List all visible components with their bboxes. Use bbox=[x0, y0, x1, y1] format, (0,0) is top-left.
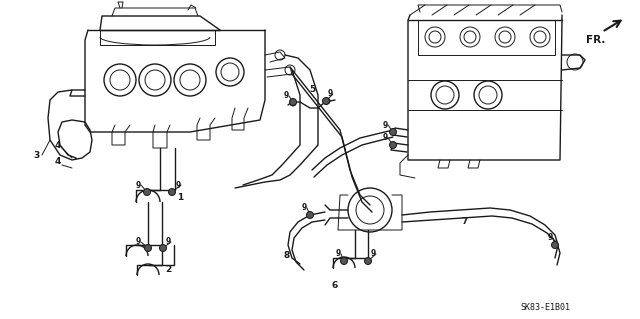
Text: 8: 8 bbox=[284, 250, 290, 259]
Text: 9: 9 bbox=[284, 92, 289, 100]
Text: 6: 6 bbox=[332, 280, 338, 290]
Circle shape bbox=[307, 211, 314, 219]
Circle shape bbox=[168, 189, 175, 196]
Text: 4: 4 bbox=[55, 158, 61, 167]
Circle shape bbox=[289, 99, 296, 106]
Text: 7: 7 bbox=[462, 218, 468, 226]
Text: 1: 1 bbox=[177, 194, 183, 203]
Text: 2: 2 bbox=[165, 265, 171, 275]
Circle shape bbox=[290, 100, 296, 106]
Text: 9: 9 bbox=[301, 204, 307, 212]
Text: 5: 5 bbox=[309, 85, 315, 94]
Circle shape bbox=[324, 98, 330, 104]
Text: 9: 9 bbox=[382, 121, 388, 130]
Circle shape bbox=[323, 98, 330, 105]
Text: SK83-E1B01: SK83-E1B01 bbox=[520, 303, 570, 313]
Circle shape bbox=[390, 142, 397, 149]
Text: 9: 9 bbox=[165, 238, 171, 247]
Text: 9: 9 bbox=[371, 249, 376, 258]
Circle shape bbox=[143, 189, 150, 196]
Circle shape bbox=[340, 257, 348, 264]
Text: 4: 4 bbox=[55, 140, 61, 150]
Circle shape bbox=[552, 241, 559, 249]
Text: 9: 9 bbox=[136, 238, 141, 247]
Text: 9: 9 bbox=[382, 133, 388, 143]
Text: 9: 9 bbox=[328, 90, 333, 99]
Text: 9: 9 bbox=[547, 234, 552, 242]
Circle shape bbox=[145, 244, 152, 251]
Text: 9: 9 bbox=[335, 249, 340, 258]
Text: FR.: FR. bbox=[586, 35, 605, 45]
Circle shape bbox=[159, 244, 166, 251]
Text: 9: 9 bbox=[136, 181, 141, 189]
Circle shape bbox=[365, 257, 371, 264]
Text: 3: 3 bbox=[33, 151, 39, 160]
Text: 9: 9 bbox=[175, 181, 180, 189]
Circle shape bbox=[390, 129, 397, 136]
